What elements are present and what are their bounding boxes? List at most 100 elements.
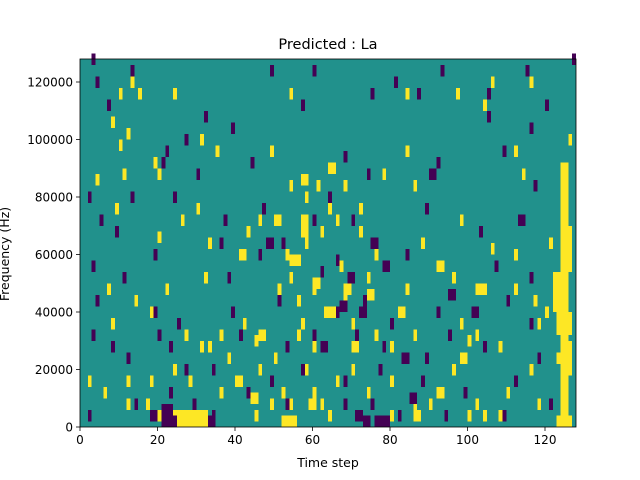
heatmap-cell-high <box>366 271 371 284</box>
heatmap-cell-high <box>514 283 518 295</box>
x-tick-label: 120 <box>534 433 557 447</box>
heatmap-cell-high <box>304 191 309 203</box>
heatmap-cell-low <box>421 375 425 387</box>
heatmap-cell-high <box>180 214 185 226</box>
heatmap-cell-high <box>273 352 278 364</box>
heatmap-cell-low <box>111 340 115 353</box>
heatmap-cell-high <box>297 329 301 341</box>
heatmap-cell-low <box>424 352 429 364</box>
heatmap-block-high <box>556 415 573 427</box>
heatmap-block-low <box>359 306 367 318</box>
heatmap-cell-low <box>114 225 119 238</box>
heatmap-cell-high <box>405 145 410 157</box>
heatmap-cell-high <box>548 237 553 249</box>
heatmap-cell-high <box>568 133 573 146</box>
heatmap-cell-high <box>359 225 363 238</box>
heatmap-cell-low <box>436 156 441 169</box>
heatmap-block-low <box>370 237 379 249</box>
heatmap-cell-high <box>405 283 410 295</box>
heatmap-cell-low <box>405 248 410 261</box>
heatmap-cell-high <box>452 363 456 376</box>
heatmap-block-high <box>312 277 321 289</box>
heatmap-cell-high <box>173 363 177 376</box>
heatmap-cell-high <box>312 340 317 353</box>
heatmap-cell-low <box>312 214 317 226</box>
heatmap-cells <box>80 53 576 427</box>
heatmap-cell-low <box>366 168 371 180</box>
heatmap-cell-low <box>355 329 359 341</box>
heatmap-cell-high <box>475 398 480 410</box>
heatmap-cell-low <box>169 386 173 399</box>
heatmap-block-low <box>374 415 390 427</box>
heatmap-block-low <box>517 214 526 226</box>
heatmap-cell-low <box>126 352 131 364</box>
heatmap-cell-high <box>537 317 542 330</box>
heatmap-cell-low <box>335 254 340 266</box>
heatmap-cell-low <box>486 110 491 123</box>
heatmap-cell-high <box>200 133 204 146</box>
heatmap-cell-high <box>227 352 232 364</box>
heatmap-cell-high <box>374 329 379 341</box>
heatmap-cell-high <box>200 340 204 353</box>
heatmap-cell-high <box>184 329 189 341</box>
heatmap-cell-high <box>514 248 518 261</box>
x-tick-label: 20 <box>150 433 165 447</box>
heatmap-cell-high <box>134 294 139 307</box>
heatmap-cell-low <box>107 99 111 111</box>
heatmap-cell-high <box>328 409 332 422</box>
heatmap-cell-high <box>138 87 142 100</box>
heatmap-cell-high <box>335 214 340 226</box>
heatmap-cell-high <box>289 179 294 192</box>
heatmap-block-high <box>308 398 317 410</box>
heatmap-block-high <box>351 340 359 353</box>
heatmap-cell-low <box>219 237 224 249</box>
heatmap-cell-high <box>157 231 162 243</box>
heatmap-cell-high <box>483 283 487 295</box>
heatmap-cell-low <box>514 375 518 387</box>
heatmap-cell-high <box>390 409 394 422</box>
heatmap-cell-low <box>463 386 468 399</box>
heatmap-cell-high <box>95 174 100 186</box>
y-tick-label: 100000 <box>27 133 73 147</box>
heatmap-cell-low <box>335 306 340 318</box>
heatmap-cell-low <box>300 99 305 111</box>
y-tick-label: 0 <box>65 420 73 434</box>
heatmap-cell-low <box>165 145 170 157</box>
heatmap-cell-high <box>269 398 274 410</box>
heatmap-block-low <box>339 300 348 312</box>
heatmap-block-high <box>328 162 336 174</box>
heatmap-cell-high <box>207 237 212 249</box>
heatmap-cell-low <box>448 329 452 341</box>
heatmap-cell-low <box>397 409 402 422</box>
heatmap-cell-high <box>242 317 247 330</box>
heatmap-cell-low <box>258 248 263 261</box>
heatmap-cell-low <box>312 64 317 77</box>
heatmap-cell-high <box>529 363 534 376</box>
heatmap-block-low <box>320 340 328 353</box>
heatmap-block-high <box>250 392 259 404</box>
heatmap-cell-high <box>359 202 363 215</box>
heatmap-block-high <box>324 306 336 318</box>
heatmap-cell-high <box>281 386 286 399</box>
heatmap-cell-low <box>502 409 507 422</box>
heatmap-cell-high <box>126 128 131 140</box>
heatmap-cell-high <box>289 87 294 100</box>
plot-frame <box>79 58 577 428</box>
heatmap-cell-low <box>417 87 421 100</box>
heatmap-block-high <box>436 260 445 272</box>
heatmap-cell-low <box>479 225 483 238</box>
heatmap-cell-high <box>483 409 487 422</box>
heatmap-cell-low <box>285 340 290 353</box>
x-tick-label: 40 <box>227 433 242 447</box>
heatmap-cell-low <box>502 145 507 157</box>
heatmap-cell-low <box>153 248 158 261</box>
heatmap-cell-low <box>343 151 348 163</box>
heatmap-cell-high <box>126 375 131 387</box>
heatmap-cell-low <box>529 317 534 330</box>
heatmap-cell-low <box>382 340 387 353</box>
heatmap-cell-high <box>157 409 162 422</box>
heatmap-cell-high <box>145 398 150 410</box>
heatmap-cell-high <box>413 179 418 192</box>
heatmap-cell-low <box>250 156 255 169</box>
